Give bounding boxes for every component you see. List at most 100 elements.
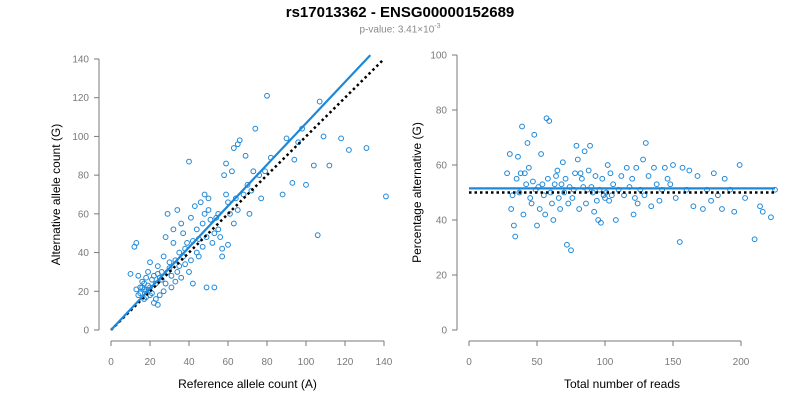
data-point	[512, 233, 519, 240]
y-tick-label: 100	[430, 51, 447, 62]
y-tick-label: 0	[83, 326, 89, 337]
data-point	[630, 211, 637, 218]
data-point	[303, 181, 309, 188]
data-point	[203, 234, 210, 240]
allele-count-scatter-panel: 0 20 40 60 80 100 120 140 0 20 40 60 80 100 120 140 Refe…	[49, 54, 393, 391]
data-point	[221, 172, 228, 179]
data-point	[211, 284, 218, 291]
data-point	[504, 170, 510, 177]
data-point	[279, 191, 286, 198]
y-tick-label: 80	[436, 106, 448, 117]
data-point	[211, 230, 218, 237]
data-point	[168, 272, 175, 279]
data-point	[223, 191, 229, 198]
data-point	[550, 217, 557, 223]
data-point	[700, 206, 706, 212]
data-point	[188, 257, 194, 264]
data-point	[326, 162, 333, 169]
data-point	[554, 167, 561, 174]
data-point	[219, 245, 226, 252]
data-point	[672, 195, 679, 201]
data-point	[648, 203, 655, 210]
data-point	[234, 207, 241, 213]
data-point	[670, 162, 676, 168]
data-point	[252, 125, 259, 132]
data-point	[645, 173, 652, 179]
data-point	[540, 192, 547, 199]
data-point	[291, 156, 298, 163]
data-point	[551, 181, 558, 188]
page-title: rs17013362 - ENSG00000152689	[285, 4, 515, 21]
data-point	[207, 216, 214, 223]
y-tick-label: 20	[78, 287, 90, 298]
data-point	[162, 280, 169, 287]
data-point	[154, 301, 161, 308]
data-point	[719, 206, 725, 212]
data-point	[199, 220, 206, 227]
data-point	[246, 210, 253, 217]
data-point	[623, 164, 630, 171]
data-point	[205, 195, 212, 202]
y-tick-label: 20	[436, 271, 448, 282]
x-tick-label: 20	[144, 357, 156, 368]
percentage-alternative-scatter-panel: 0 50 100 150 200 0 20 40 60 80 100 Total number of …	[410, 51, 778, 391]
data-point	[209, 239, 216, 246]
data-point	[346, 147, 352, 153]
data-point	[520, 211, 527, 218]
data-point	[338, 135, 345, 142]
data-point	[759, 208, 766, 215]
data-point	[572, 170, 578, 177]
data-point	[653, 181, 660, 188]
data-point	[506, 151, 513, 157]
data-point	[664, 175, 671, 182]
data-point	[170, 239, 177, 246]
data-point	[538, 151, 544, 157]
y-tick-label: 40	[78, 248, 90, 259]
p-value-exponent: -3	[434, 23, 441, 30]
data-point	[168, 284, 175, 291]
data-point	[607, 170, 614, 177]
data-point	[250, 168, 257, 175]
x-tick-label: 120	[337, 357, 354, 368]
data-point	[197, 199, 204, 206]
data-point	[686, 167, 693, 174]
data-point	[137, 290, 144, 297]
data-point	[632, 195, 638, 201]
data-point	[262, 168, 268, 175]
data-point	[676, 239, 683, 245]
data-point	[191, 203, 198, 210]
data-point	[525, 164, 532, 171]
data-point	[513, 175, 520, 182]
data-point	[508, 206, 515, 212]
x-axis-label: Reference allele count (A)	[178, 377, 317, 391]
data-point	[510, 222, 517, 229]
data-point	[152, 296, 159, 302]
data-point	[133, 239, 140, 246]
data-point	[227, 210, 233, 217]
data-point	[223, 160, 229, 167]
data-point	[736, 162, 743, 168]
x-tick-label: 140	[376, 357, 393, 368]
x-tick-label: 200	[733, 357, 750, 368]
data-point	[516, 189, 523, 196]
data-point	[166, 259, 173, 266]
data-point	[244, 181, 251, 188]
data-point	[612, 217, 619, 223]
data-point	[160, 253, 167, 260]
data-point	[656, 197, 663, 204]
data-point	[544, 175, 551, 182]
data-point	[598, 219, 604, 226]
data-point	[258, 195, 265, 202]
data-point	[517, 170, 524, 177]
data-point	[158, 269, 165, 275]
data-point	[383, 193, 389, 200]
data-point	[170, 226, 177, 233]
data-point	[225, 241, 231, 248]
data-point	[531, 131, 538, 138]
data-point	[230, 220, 237, 227]
data-point	[195, 253, 202, 260]
data-point	[184, 239, 190, 246]
data-point	[523, 181, 530, 188]
data-point	[205, 207, 212, 213]
